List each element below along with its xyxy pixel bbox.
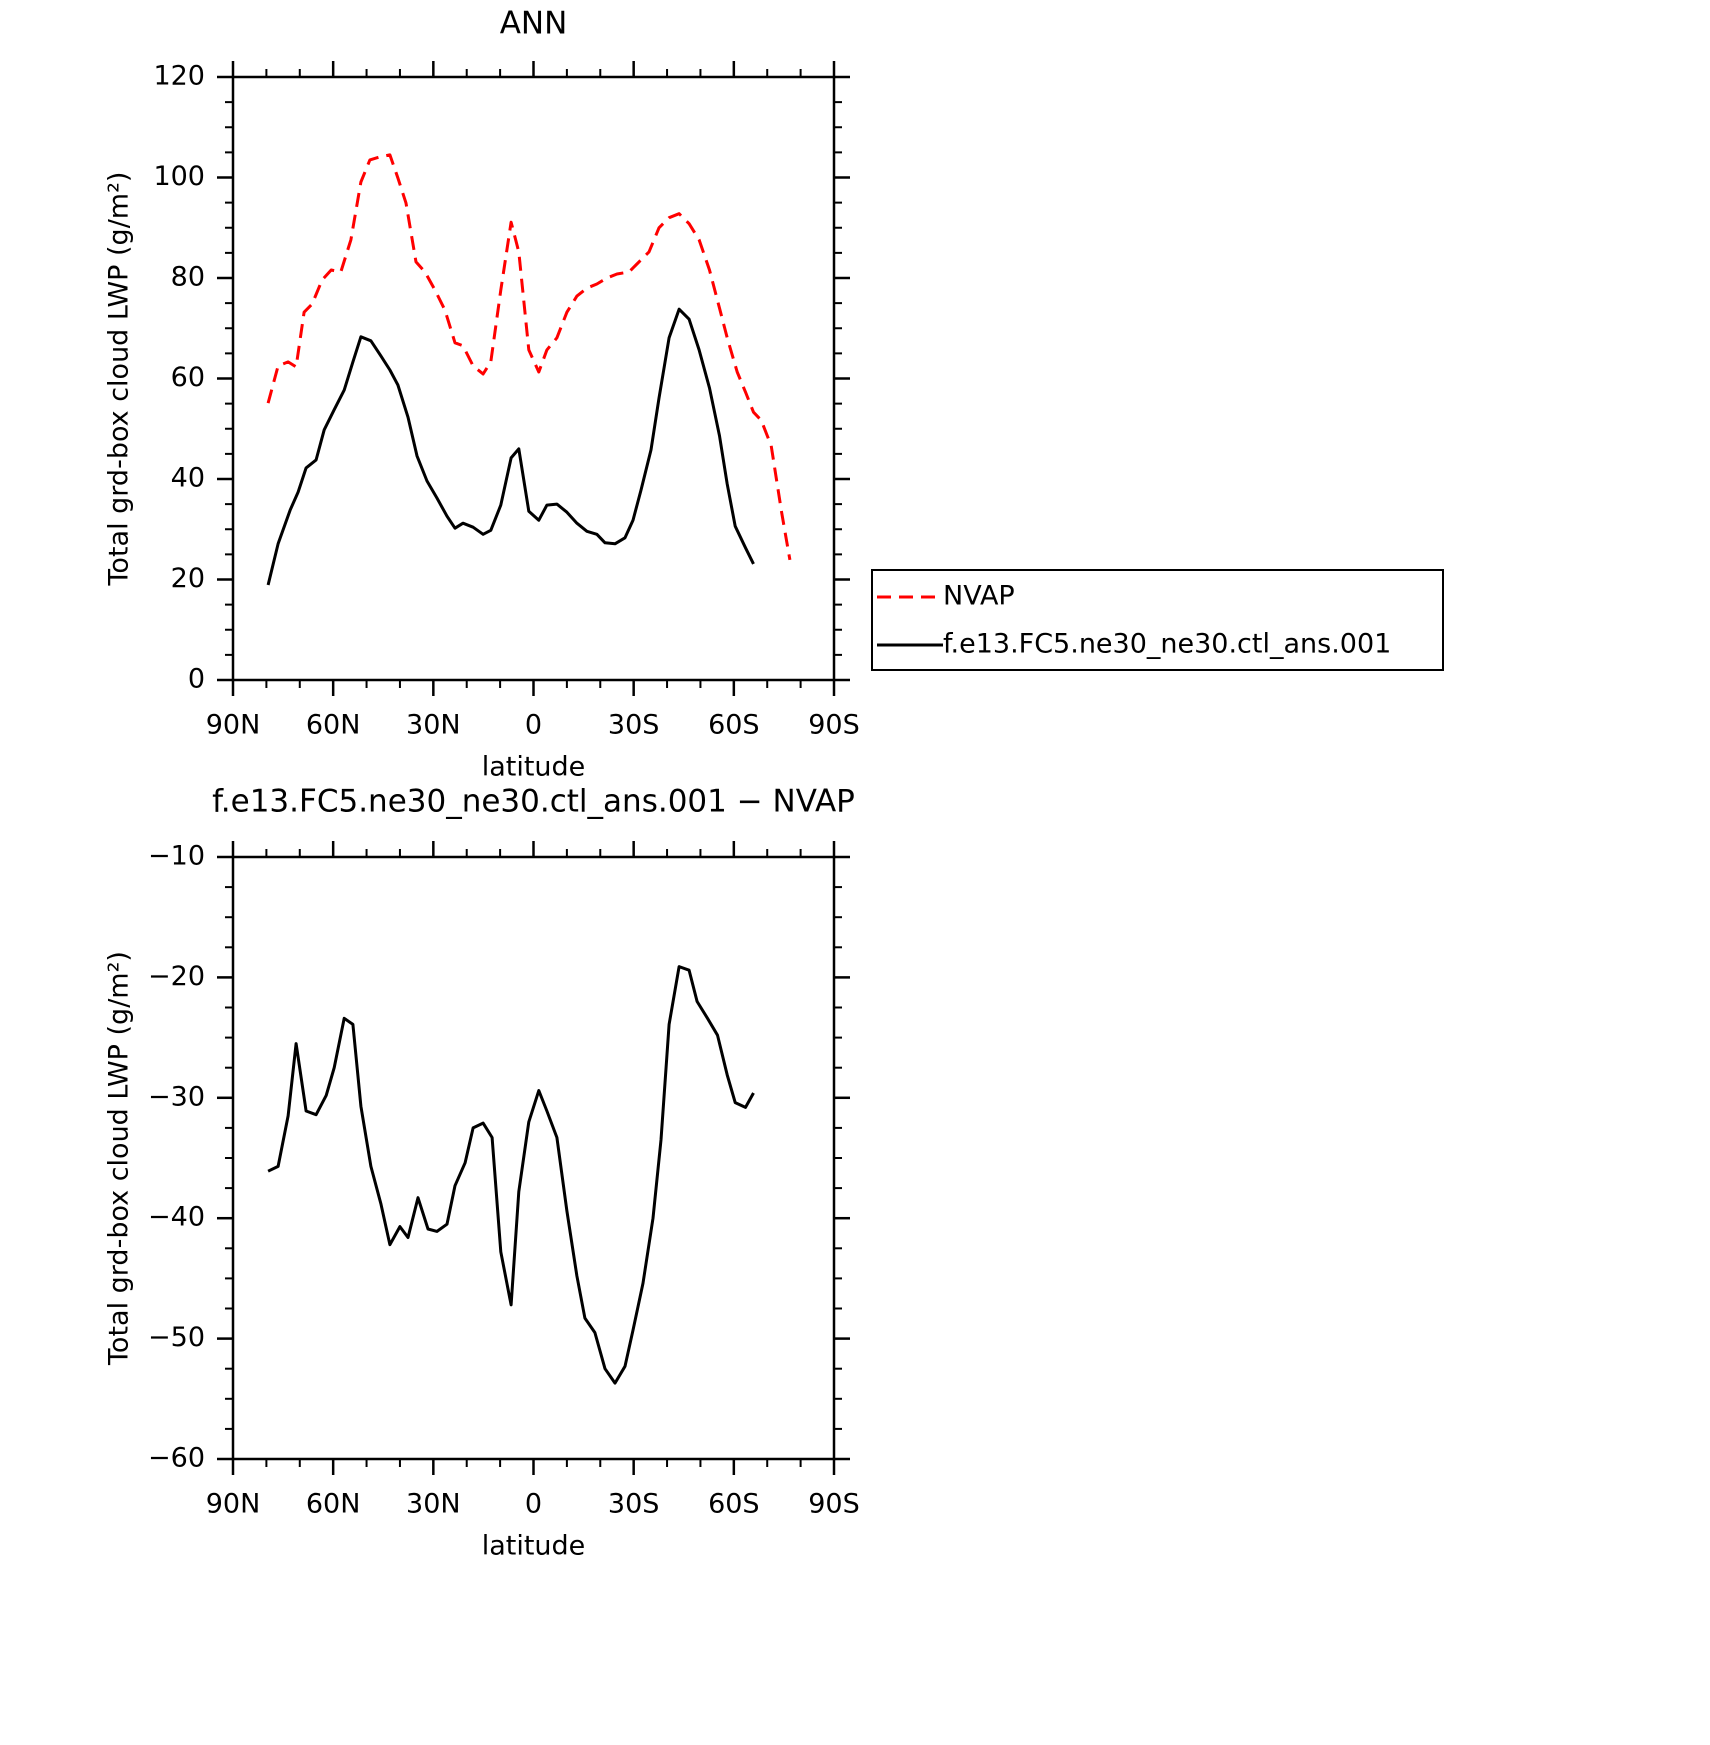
plot-frame: [231, 855, 836, 1461]
y-tick-label: 80: [171, 262, 205, 293]
y-tick-label: 0: [188, 664, 205, 695]
x-tick-label: 90N: [206, 710, 261, 741]
y-tick-label: 40: [171, 463, 205, 494]
x-axis-label: latitude: [482, 752, 586, 783]
data-line: [266, 153, 792, 561]
plot-frame: [231, 75, 836, 682]
x-tick-label: 90S: [808, 1489, 860, 1520]
legend-box: [871, 569, 1444, 671]
x-tick-label: 90N: [206, 1489, 261, 1520]
y-tick-label: 60: [171, 362, 205, 393]
y-tick-label: 20: [171, 563, 205, 594]
y-tick-label: −40: [148, 1202, 205, 1233]
chart-title: ANN: [500, 6, 568, 42]
x-tick-label: 60N: [306, 710, 361, 741]
chart-title: f.e13.FC5.ne30_ne30.ctl_ans.001 − NVAP: [212, 784, 855, 820]
x-tick-label: 60S: [708, 1489, 760, 1520]
x-tick-label: 90S: [808, 710, 860, 741]
x-tick-label: 30N: [406, 710, 461, 741]
data-line: [266, 307, 755, 586]
data-line: [267, 965, 755, 1385]
x-tick-label: 60N: [306, 1489, 361, 1520]
y-tick-label: −60: [148, 1443, 205, 1474]
x-axis-label: latitude: [482, 1531, 586, 1562]
y-tick-label: 100: [153, 161, 205, 192]
x-tick-label: 0: [525, 710, 542, 741]
legend-label: f.e13.FC5.ne30_ne30.ctl_ans.001: [943, 629, 1391, 660]
y-tick-label: 120: [153, 61, 205, 92]
y-tick-label: −30: [148, 1081, 205, 1112]
legend-label: NVAP: [943, 581, 1015, 612]
x-tick-label: 30S: [608, 710, 660, 741]
y-tick-label: −50: [148, 1322, 205, 1353]
x-tick-label: 0: [525, 1489, 542, 1520]
y-tick-label: −20: [148, 961, 205, 992]
y-axis-label: Total grd-box cloud LWP (g/m²): [104, 172, 135, 587]
x-tick-label: 60S: [708, 710, 760, 741]
y-axis-label: Total grd-box cloud LWP (g/m²): [104, 951, 135, 1366]
x-tick-label: 30N: [406, 1489, 461, 1520]
x-tick-label: 30S: [608, 1489, 660, 1520]
y-tick-label: −10: [148, 841, 205, 872]
